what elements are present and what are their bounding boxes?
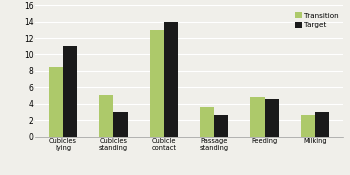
Bar <box>113 112 127 136</box>
Bar <box>63 46 77 136</box>
Legend: Transition, Target: Transition, Target <box>294 12 340 29</box>
Bar <box>150 30 164 136</box>
Bar <box>49 67 63 136</box>
Bar <box>251 97 265 136</box>
Bar <box>99 96 113 136</box>
Bar <box>164 22 178 136</box>
Bar <box>301 115 315 136</box>
Bar <box>315 112 329 136</box>
Bar <box>214 115 228 136</box>
Bar <box>200 107 214 136</box>
Bar <box>265 99 279 136</box>
